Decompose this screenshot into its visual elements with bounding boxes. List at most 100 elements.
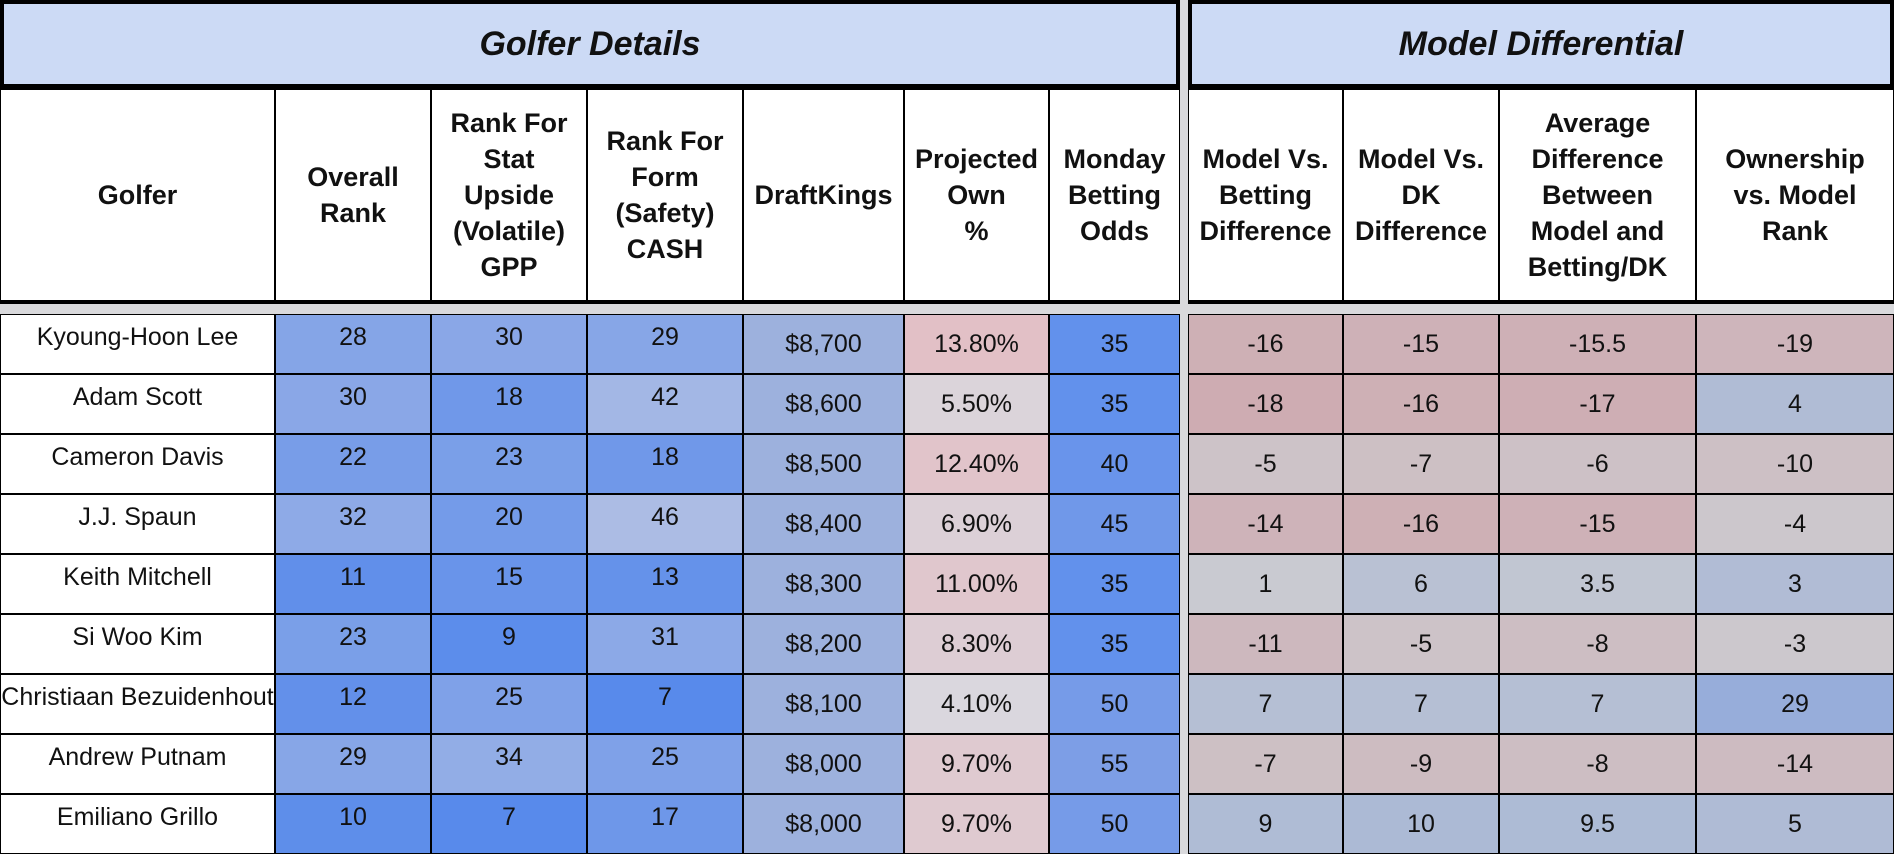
table-cell: 32 [275,494,431,554]
table-cell: 6 [1343,554,1499,614]
table-cell: $8,100 [743,674,904,734]
table-cell: -5 [1188,434,1343,494]
table-cell: -3 [1696,614,1894,674]
table-cell: 4 [1696,374,1894,434]
golfer-name: J.J. Spaun [0,494,275,554]
table-cell: -15 [1343,314,1499,374]
table-cell: $8,200 [743,614,904,674]
table-cell: -7 [1343,434,1499,494]
table-cell: -8 [1499,614,1696,674]
golfer-name: Si Woo Kim [0,614,275,674]
table-cell: 18 [587,434,743,494]
table-cell: -10 [1696,434,1894,494]
table-cell: -15 [1499,494,1696,554]
table-cell: $8,000 [743,734,904,794]
table-cell: $8,500 [743,434,904,494]
table-cell: 20 [431,494,587,554]
table-cell: 45 [1049,494,1180,554]
table-cell: 11 [275,554,431,614]
section-title: Model Differential [1188,0,1894,88]
table-cell: -16 [1343,374,1499,434]
table-cell: 30 [275,374,431,434]
table-cell: 46 [587,494,743,554]
table-cell: 8.30% [904,614,1049,674]
table-cell: 15 [431,554,587,614]
column-header: Model Vs. Betting Difference [1188,88,1343,304]
column-header: DraftKings [743,88,904,304]
table-cell: 35 [1049,314,1180,374]
table-cell: 23 [275,614,431,674]
table-cell: 29 [587,314,743,374]
table-cell: 13 [587,554,743,614]
table-cell: -17 [1499,374,1696,434]
golfer-name: Adam Scott [0,374,275,434]
column-header: Rank For Stat Upside (Volatile) GPP [431,88,587,304]
table-cell: -4 [1696,494,1894,554]
golfer-name: Andrew Putnam [0,734,275,794]
table-cell: 5.50% [904,374,1049,434]
section-title: Golfer Details [0,0,1180,88]
table-cell: 28 [275,314,431,374]
golfer-name: Keith Mitchell [0,554,275,614]
golfer-name: Christiaan Bezuidenhout [0,674,275,734]
table-cell: -19 [1696,314,1894,374]
column-header: Projected Own % [904,88,1049,304]
golfer-name: Kyoung-Hoon Lee [0,314,275,374]
table-cell: $8,700 [743,314,904,374]
column-header: Ownership vs. Model Rank [1696,88,1894,304]
table-cell: 11.00% [904,554,1049,614]
table-cell: -5 [1343,614,1499,674]
table-cell: $8,300 [743,554,904,614]
table-cell: -8 [1499,734,1696,794]
table-cell: -7 [1188,734,1343,794]
table-cell: 25 [431,674,587,734]
table-cell: -16 [1343,494,1499,554]
table-cell: 18 [431,374,587,434]
table-cell: 9.5 [1499,794,1696,854]
table-cell: -11 [1188,614,1343,674]
table-cell: 35 [1049,554,1180,614]
table-cell: 9.70% [904,734,1049,794]
table-cell: 35 [1049,614,1180,674]
table-cell: 30 [431,314,587,374]
golfer-name: Cameron Davis [0,434,275,494]
table-cell: 50 [1049,674,1180,734]
table-cell: 7 [431,794,587,854]
table-cell: -18 [1188,374,1343,434]
table-cell: 4.10% [904,674,1049,734]
table-cell: 55 [1049,734,1180,794]
table-cell: 22 [275,434,431,494]
table-cell: 7 [1188,674,1343,734]
table-cell: -15.5 [1499,314,1696,374]
table-cell: $8,400 [743,494,904,554]
table-cell: 7 [1499,674,1696,734]
table-cell: 23 [431,434,587,494]
column-header: Rank For Form (Safety) CASH [587,88,743,304]
column-header: Model Vs. DK Difference [1343,88,1499,304]
table-cell: 31 [587,614,743,674]
column-header: Overall Rank [275,88,431,304]
table-cell: $8,000 [743,794,904,854]
table-cell: 29 [275,734,431,794]
table-cell: -14 [1188,494,1343,554]
table-cell: 9 [431,614,587,674]
table-cell: 35 [1049,374,1180,434]
table-cell: 9.70% [904,794,1049,854]
column-header: Golfer [0,88,275,304]
table-cell: 25 [587,734,743,794]
table-cell: 3 [1696,554,1894,614]
table-cell: 29 [1696,674,1894,734]
table-cell: -6 [1499,434,1696,494]
table-cell: 3.5 [1499,554,1696,614]
table-cell: 40 [1049,434,1180,494]
table-cell: 17 [587,794,743,854]
table-cell: 9 [1188,794,1343,854]
table-cell: -16 [1188,314,1343,374]
table-cell: -14 [1696,734,1894,794]
table-cell: -9 [1343,734,1499,794]
table-cell: 5 [1696,794,1894,854]
table-cell: 7 [587,674,743,734]
table-cell: 10 [275,794,431,854]
column-header: Average Difference Between Model and Bet… [1499,88,1696,304]
table-cell: 1 [1188,554,1343,614]
